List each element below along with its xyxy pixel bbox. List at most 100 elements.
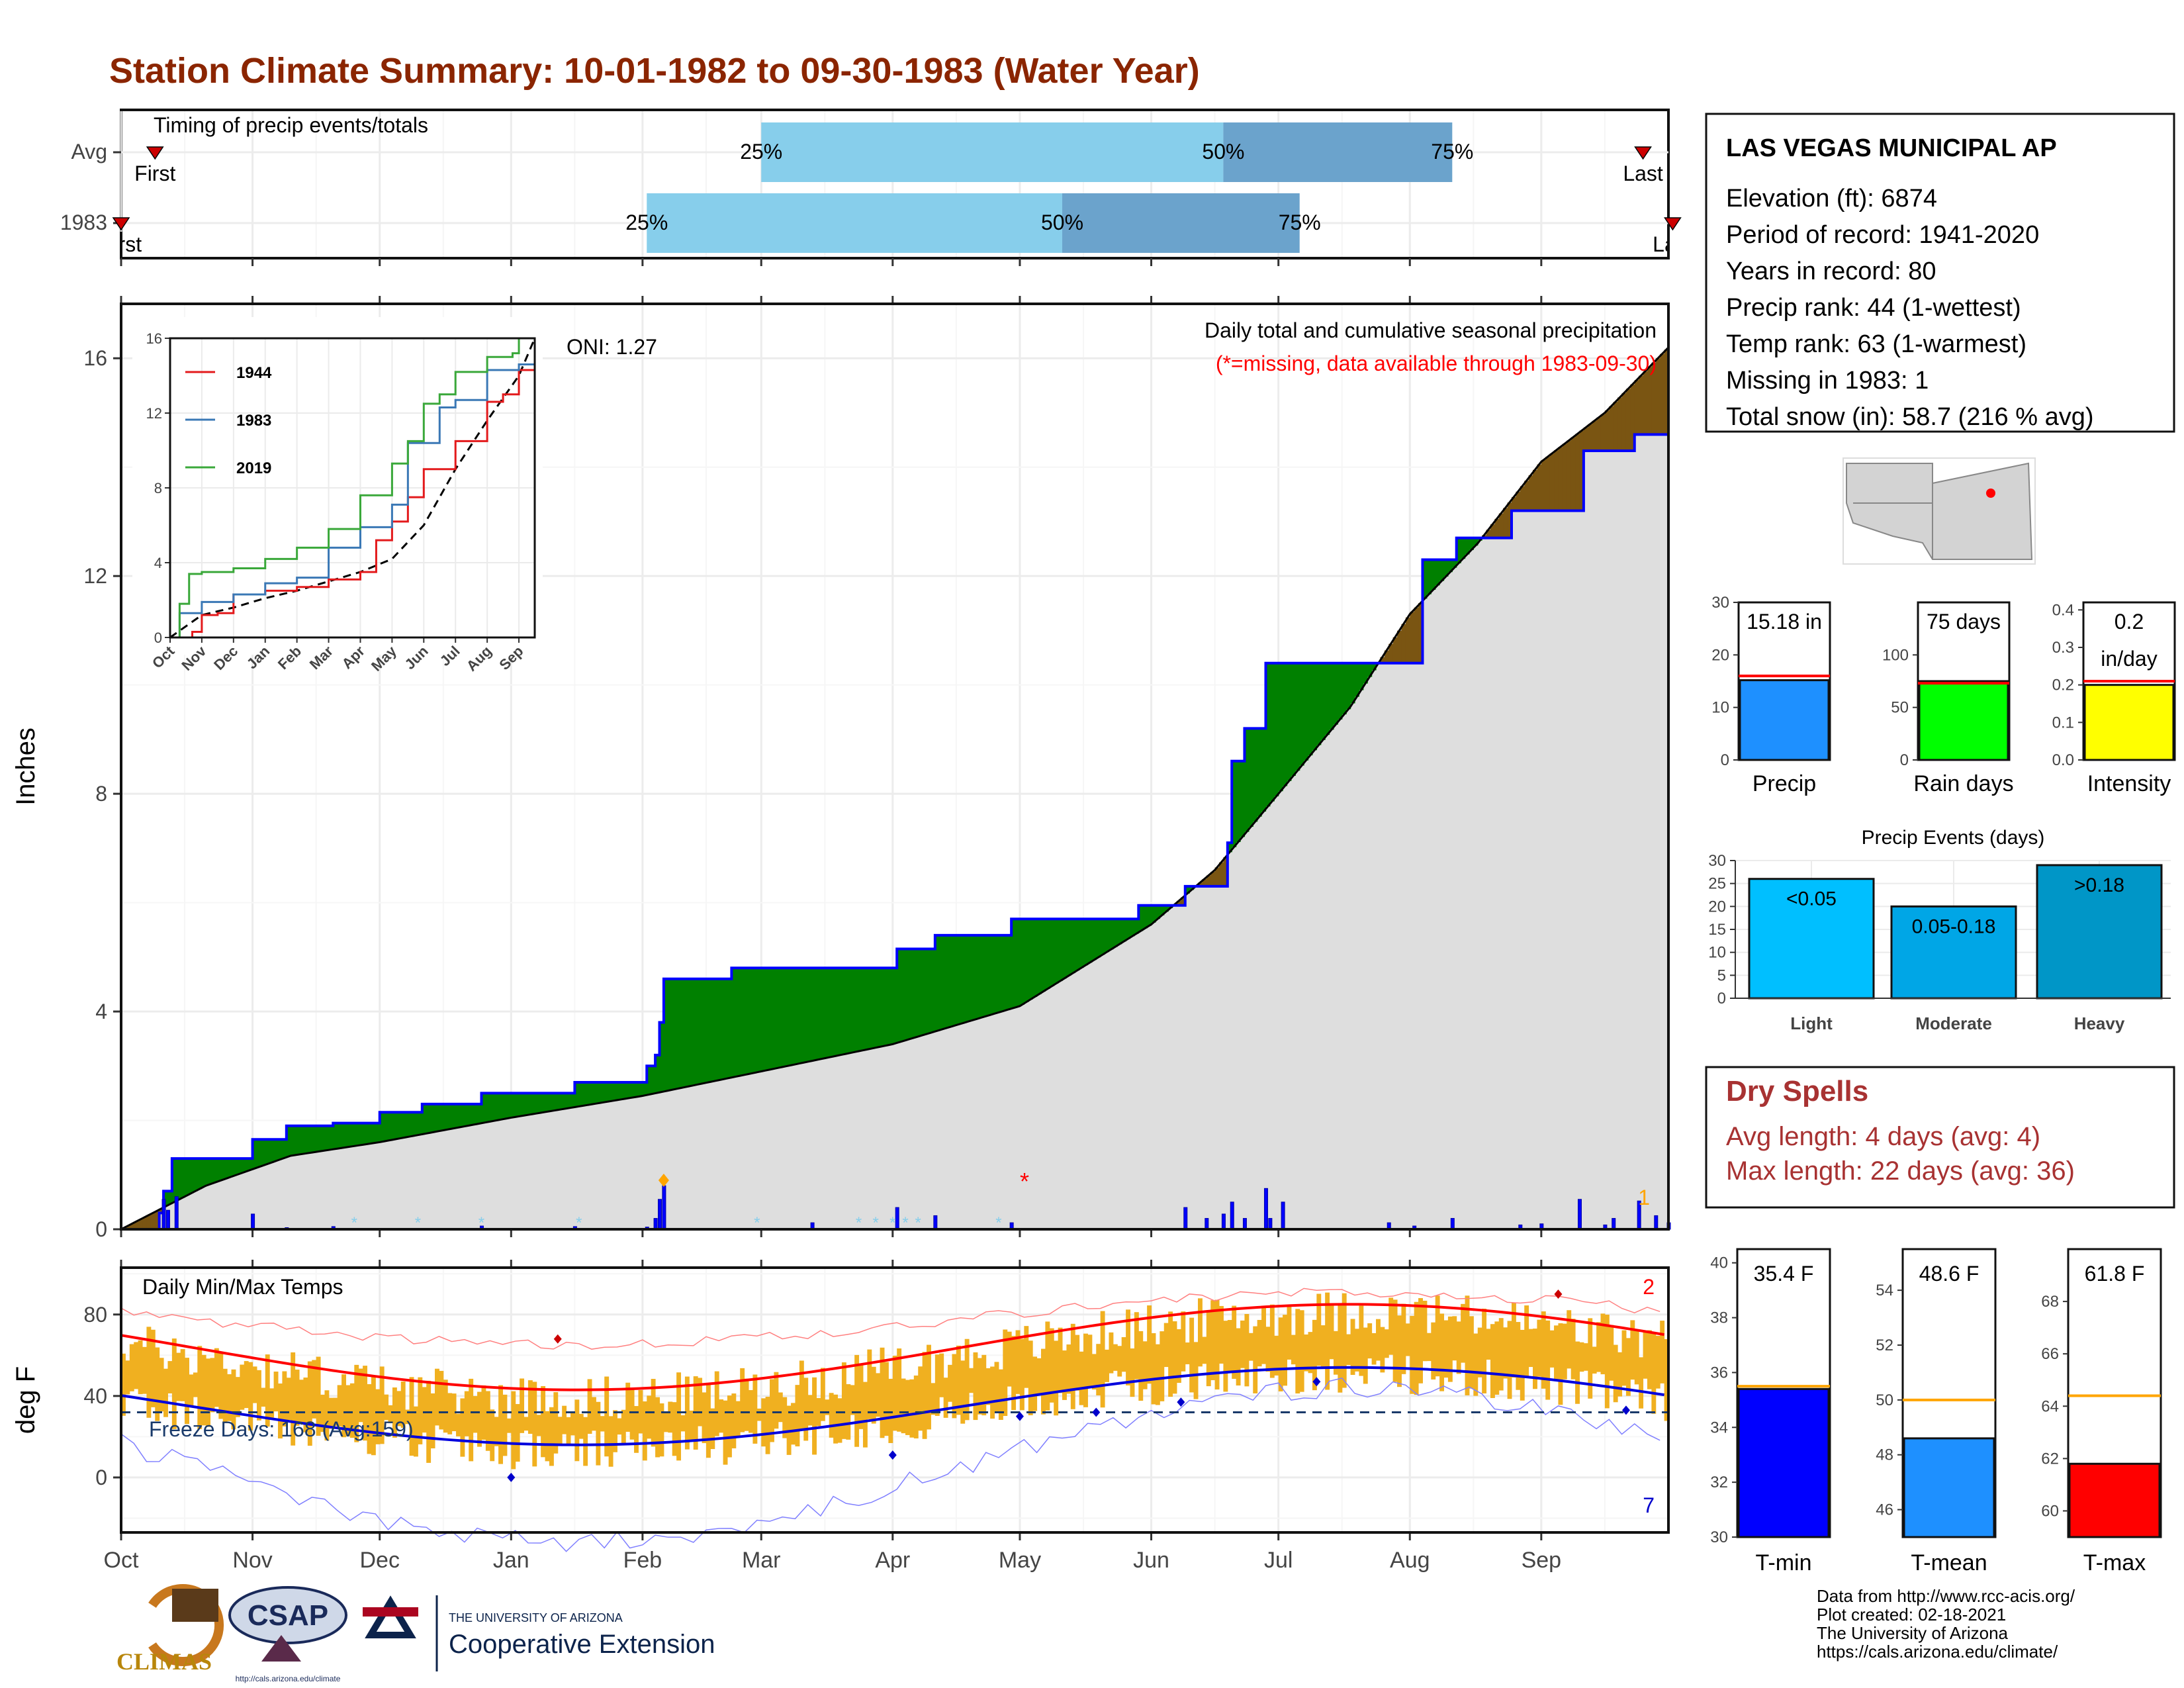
daily-temp-bar xyxy=(1401,1303,1406,1374)
departure-bar xyxy=(278,1139,283,1160)
daily-temp-bar xyxy=(1202,1336,1207,1364)
credit-line: The University of Arizona xyxy=(1817,1623,2009,1643)
departure-bar xyxy=(333,1123,338,1149)
departure-bar xyxy=(1024,919,1029,1002)
departure-bar xyxy=(469,1103,474,1125)
departure-bar xyxy=(880,968,885,1047)
departure-bar xyxy=(1147,905,1152,926)
departure-bar xyxy=(799,968,804,1063)
daily-temp-bar xyxy=(1257,1319,1262,1367)
station-info-line: Precip rank: 44 (1-wettest) xyxy=(1726,294,2021,322)
departure-bar xyxy=(803,968,809,1062)
departure-bar xyxy=(1032,919,1038,997)
daily-temp-bar xyxy=(278,1383,283,1438)
departure-bar xyxy=(841,968,846,1055)
departure-bar xyxy=(913,949,919,1037)
daily-temp-bar xyxy=(578,1413,584,1439)
departure-bar xyxy=(1138,905,1144,931)
departure-bar xyxy=(735,968,741,1076)
daily-temp-bar xyxy=(291,1352,296,1446)
daily-temp-bar xyxy=(1126,1309,1131,1385)
last-label: Last xyxy=(1623,162,1663,185)
daily-temp-bar xyxy=(727,1395,732,1458)
summary-label: Intensity xyxy=(2087,771,2171,796)
daily-temp-bar xyxy=(481,1385,486,1440)
daily-precip-bar xyxy=(1205,1218,1209,1230)
y-tick-label: 0 xyxy=(95,1217,107,1241)
daily-temp-bar xyxy=(1142,1341,1148,1389)
departure-bar xyxy=(1388,643,1394,663)
summary-value: 15.18 in xyxy=(1747,610,1822,633)
legend-label: 2019 xyxy=(236,459,271,477)
daily-temp-bar xyxy=(1291,1335,1296,1365)
summary-y-label: 10 xyxy=(1711,699,1729,717)
departure-bar xyxy=(1083,919,1089,966)
temp-y-label: 48 xyxy=(1876,1446,1893,1464)
daily-temp-bar xyxy=(1070,1323,1075,1409)
daily-temp-bar xyxy=(405,1409,410,1425)
departure-bar xyxy=(1600,414,1606,451)
daily-temp-bar xyxy=(918,1366,923,1431)
departure-bar xyxy=(705,978,711,1083)
daily-temp-bar xyxy=(142,1346,147,1394)
daily-temp-bar xyxy=(265,1354,270,1427)
events-y-label: 5 xyxy=(1717,966,1726,984)
first-marker xyxy=(112,217,130,231)
daily-temp-bar xyxy=(1312,1319,1317,1391)
departure-bar xyxy=(345,1123,351,1147)
departure-bar xyxy=(702,978,707,1084)
departure-bar xyxy=(1295,663,1300,771)
daily-temp-bar xyxy=(1503,1327,1508,1379)
daily-temp-bar xyxy=(206,1358,211,1427)
departure-bar xyxy=(812,968,817,1060)
daily-temp-bar xyxy=(613,1410,617,1452)
departure-bar xyxy=(587,1082,592,1105)
departure-bar xyxy=(392,1112,397,1140)
daily-temp-bar xyxy=(1655,1335,1661,1389)
daily-temp-bar xyxy=(901,1378,906,1434)
station-info-line: Elevation (ft): 6874 xyxy=(1726,185,1937,212)
departure-bar xyxy=(625,1082,631,1099)
daily-temp-bar xyxy=(1482,1308,1487,1394)
daily-temp-bar xyxy=(1350,1319,1355,1375)
departure-bar xyxy=(892,968,897,1044)
daily-temp-bar xyxy=(880,1347,885,1438)
daily-temp-bar xyxy=(316,1356,321,1436)
daily-temp-bar xyxy=(502,1394,508,1456)
daily-temp-bar xyxy=(948,1364,952,1402)
temp-y-label: 60 xyxy=(2041,1502,2059,1520)
daily-temp-bar xyxy=(1447,1316,1453,1382)
departure-bar xyxy=(409,1112,414,1137)
daily-temp-bar xyxy=(680,1415,686,1432)
freeze-days: Freeze Days: 168 (Avg:159) xyxy=(149,1417,414,1441)
daily-temp-bar xyxy=(1181,1311,1186,1372)
departure-bar xyxy=(1185,886,1190,894)
departure-bar xyxy=(1113,919,1118,947)
departure-bar xyxy=(464,1103,469,1126)
record-precip-marker xyxy=(658,1173,669,1187)
summary-bar xyxy=(2083,684,2175,761)
departure-bar xyxy=(934,935,940,1031)
departure-bar xyxy=(1197,882,1203,886)
timing-q25: 25% xyxy=(625,211,668,234)
departure-bar xyxy=(354,1123,359,1146)
inset-y-label: 16 xyxy=(146,330,162,347)
daily-temp-bar xyxy=(231,1369,236,1430)
daily-temp-bar xyxy=(150,1329,156,1407)
snow-marker: * xyxy=(856,1214,862,1232)
temp-y-label: 62 xyxy=(2041,1450,2059,1468)
departure-bar xyxy=(1524,481,1529,511)
departure-bar xyxy=(1443,559,1449,577)
daily-temp-bar xyxy=(867,1349,872,1419)
departure-bar xyxy=(506,1093,512,1119)
daily-temp-bar xyxy=(227,1374,232,1421)
daily-temp-bar xyxy=(816,1397,821,1427)
departure-bar xyxy=(1596,417,1602,451)
y-tick-label: 16 xyxy=(83,346,107,370)
daily-temp-bar xyxy=(1588,1318,1593,1399)
daily-temp-bar xyxy=(1498,1318,1504,1391)
daily-temp-bar xyxy=(892,1356,897,1431)
departure-bar xyxy=(155,1211,160,1229)
daily-temp-bar xyxy=(527,1380,533,1434)
departure-bar xyxy=(1091,919,1097,961)
